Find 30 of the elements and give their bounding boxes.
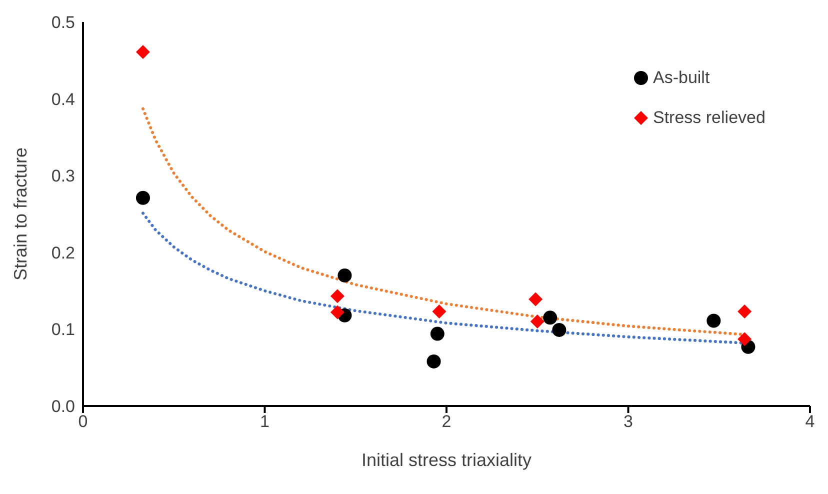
y-axis-title: Strain to fracture bbox=[10, 147, 30, 281]
x-tick-label: 1 bbox=[260, 412, 270, 432]
x-tick-label: 4 bbox=[805, 412, 815, 432]
y-tick-label: 0.3 bbox=[51, 166, 75, 186]
x-tick-label: 3 bbox=[624, 412, 633, 432]
legend-label: Stress relieved bbox=[653, 108, 766, 128]
legend-label: As-built bbox=[653, 68, 710, 88]
point bbox=[543, 310, 558, 325]
y-tick-label: 0.0 bbox=[51, 397, 75, 416]
point bbox=[330, 289, 344, 304]
x-tick-label: 2 bbox=[442, 412, 452, 432]
point bbox=[738, 332, 752, 346]
point bbox=[530, 314, 544, 329]
point bbox=[430, 326, 444, 341]
x-axis-title: Initial stress triaxiality bbox=[361, 450, 532, 470]
point bbox=[426, 354, 441, 368]
y-tick-label: 0.5 bbox=[51, 13, 75, 32]
point bbox=[432, 304, 446, 319]
point bbox=[136, 190, 150, 205]
point bbox=[528, 292, 543, 306]
point bbox=[738, 304, 752, 319]
y-tick-label: 0.2 bbox=[51, 243, 75, 262]
point bbox=[552, 322, 566, 337]
point bbox=[706, 314, 721, 328]
y-tick-label: 0.4 bbox=[51, 90, 75, 109]
y-tick-label: 0.1 bbox=[51, 320, 75, 340]
point bbox=[136, 44, 150, 59]
point bbox=[338, 268, 352, 282]
x-tick-label: 0 bbox=[78, 412, 88, 432]
point bbox=[330, 305, 344, 320]
